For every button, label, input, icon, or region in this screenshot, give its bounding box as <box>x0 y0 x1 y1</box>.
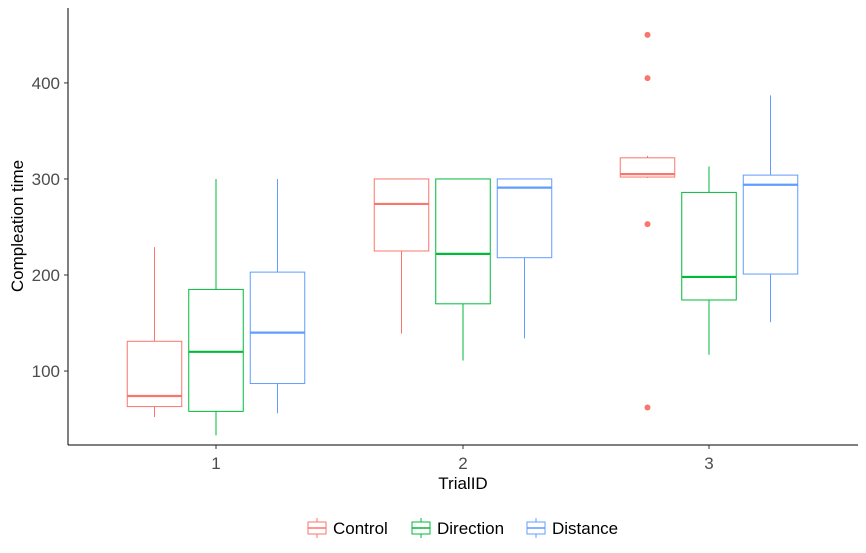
legend-label: Control <box>333 519 388 538</box>
box-control-1 <box>126 247 183 418</box>
x-ticks: 1 2 3 <box>211 445 714 473</box>
legend-item-control: Control <box>307 518 388 538</box>
x-axis-title: TrialID <box>438 474 487 493</box>
box-direction-1 <box>188 178 244 436</box>
box-body <box>619 157 676 178</box>
x-tick-label: 2 <box>458 454 467 473</box>
box-distance-2 <box>496 178 553 339</box>
box-body <box>373 178 430 252</box>
legend: Control Direction Distance <box>307 518 618 538</box>
legend-item-direction: Direction <box>411 518 504 538</box>
box-body <box>188 288 244 412</box>
y-ticks: 100 200 300 400 <box>32 74 68 381</box>
outlier-point <box>644 221 651 228</box>
box-distance-3 <box>742 95 799 323</box>
outlier-point <box>644 75 651 82</box>
box-distance-1 <box>249 178 306 414</box>
box-direction-2 <box>435 178 491 361</box>
x-tick-label: 3 <box>704 454 713 473</box>
outlier-point <box>644 31 651 38</box>
box-body <box>681 191 737 301</box>
legend-label: Distance <box>552 519 618 538</box>
box-body <box>249 271 306 385</box>
legend-item-distance: Distance <box>526 518 618 538</box>
boxes <box>126 31 799 436</box>
y-tick-label: 400 <box>32 74 60 93</box>
legend-label: Direction <box>437 519 504 538</box>
y-tick-label: 300 <box>32 170 60 189</box>
box-direction-3 <box>681 166 737 355</box>
y-axis-title: Compleation time <box>8 160 27 292</box>
box-body <box>742 174 799 275</box>
box-control-2 <box>373 178 430 334</box>
box-body <box>435 178 491 305</box>
y-tick-label: 200 <box>32 266 60 285</box>
box-body <box>496 178 553 259</box>
box-control-3 <box>619 31 676 411</box>
outlier-point <box>644 404 651 411</box>
x-tick-label: 1 <box>211 454 220 473</box>
y-tick-label: 100 <box>32 362 60 381</box>
